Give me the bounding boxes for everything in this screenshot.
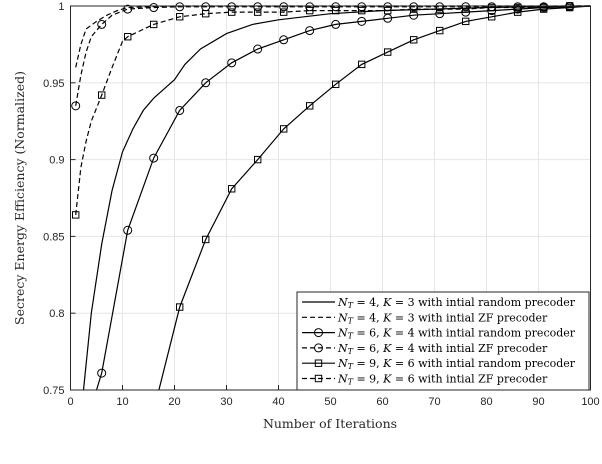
circle-marker: [123, 4, 133, 14]
circle-marker: [314, 328, 323, 338]
legend-item: NT = 4, K = 3 with intial ZF precoder: [302, 311, 548, 325]
square-marker: [280, 125, 288, 133]
series-line: [75, 5, 591, 68]
square-marker: [462, 17, 470, 26]
square-marker: [384, 48, 392, 56]
circle-marker: [123, 225, 133, 235]
square-marker: [202, 9, 210, 18]
circle-marker: [175, 2, 185, 12]
square-marker: [358, 60, 366, 69]
circle-marker: [97, 368, 107, 378]
y-tick-label: 0.85: [43, 231, 64, 243]
circle-marker: [253, 44, 263, 54]
square-marker: [72, 211, 80, 219]
circle-marker: [461, 2, 471, 12]
circle-marker: [513, 4, 523, 14]
data-series: [71, 2, 591, 390]
legend-label: NT = 6, K = 4 with intial ZF precoder: [337, 342, 548, 356]
x-axis-label: Number of Iterations: [263, 416, 397, 431]
circle-marker: [357, 16, 367, 26]
x-tick-label: 0: [67, 396, 73, 408]
circle-marker: [253, 2, 263, 12]
square-marker: [150, 20, 158, 29]
circle-marker: [227, 58, 237, 68]
x-tick-label: 50: [324, 396, 336, 408]
legend-label: NT = 9, K = 6 with intial ZF precoder: [337, 373, 548, 387]
square-marker: [124, 33, 132, 41]
square-marker: [254, 8, 262, 16]
square-marker: [488, 3, 496, 12]
circle-marker: [97, 19, 107, 29]
square-marker: [514, 3, 522, 12]
square-marker: [332, 6, 340, 15]
circle-marker: [227, 2, 237, 12]
legend-item: NT = 9, K = 6 with intial random precode…: [302, 357, 576, 371]
legend-item: NT = 4, K = 3 with intial random precode…: [302, 296, 576, 310]
x-tick-label: 80: [480, 396, 492, 408]
legend-label: NT = 9, K = 6 with intial random precode…: [337, 357, 576, 371]
circle-marker: [305, 26, 315, 36]
square-marker: [228, 8, 236, 16]
legend-label: NT = 6, K = 4 with intial random precode…: [337, 327, 576, 341]
square-marker: [176, 303, 184, 311]
circle-marker: [409, 2, 419, 12]
y-tick-label: 0.9: [49, 155, 64, 167]
square-marker: [410, 36, 418, 44]
square-marker: [176, 13, 184, 21]
x-tick-label: 30: [220, 396, 232, 408]
circle-marker: [201, 78, 211, 88]
circle-marker: [331, 19, 341, 29]
series-line: [71, 2, 591, 111]
square-marker: [280, 8, 288, 16]
axis-ticks: 0 10 20 30 40 50 60 70 80 90 100 0.75 0.8 0.85 0.9 0.95…: [43, 1, 600, 408]
circle-marker: [149, 153, 159, 163]
circle-marker: [435, 2, 445, 12]
circle-marker: [305, 2, 315, 12]
circle-marker: [71, 101, 81, 111]
x-tick-label: 10: [116, 396, 128, 408]
square-marker: [384, 6, 392, 15]
y-axis-label: Secrecy Energy Efficiency (Normalized): [12, 71, 27, 325]
circle-marker: [461, 7, 471, 17]
x-tick-label: 100: [581, 396, 599, 408]
series-line: [158, 3, 591, 390]
y-tick-label: 1: [58, 1, 64, 13]
square-marker: [436, 26, 444, 35]
square-marker: [514, 8, 522, 16]
legend-item: NT = 9, K = 6 with intial ZF precoder: [302, 373, 548, 387]
square-marker: [332, 80, 340, 89]
x-tick-label: 40: [272, 396, 284, 408]
square-marker: [314, 374, 323, 383]
x-tick-label: 60: [376, 396, 388, 408]
legend-item: NT = 6, K = 4 with intial ZF precoder: [302, 342, 548, 356]
x-tick-label: 20: [168, 396, 180, 408]
square-marker: [228, 185, 236, 193]
circle-marker: [149, 3, 159, 13]
y-tick-label: 0.8: [49, 308, 64, 320]
square-marker: [254, 155, 262, 164]
square-marker: [540, 3, 548, 12]
square-marker: [488, 13, 496, 21]
square-marker: [306, 6, 314, 15]
x-tick-label: 90: [532, 396, 544, 408]
y-tick-label: 0.75: [43, 385, 64, 397]
legend: NT = 4, K = 3 with intial random precode…: [296, 291, 590, 391]
circle-marker: [279, 35, 289, 45]
y-tick-label: 0.95: [43, 78, 64, 90]
legend-label: NT = 4, K = 3 with intial ZF precoder: [337, 311, 548, 325]
legend-box: [296, 291, 590, 391]
square-marker: [98, 91, 106, 99]
square-marker: [202, 235, 210, 244]
x-tick-label: 70: [428, 396, 440, 408]
square-marker: [306, 102, 314, 110]
square-marker: [314, 359, 323, 367]
circle-marker: [314, 343, 323, 353]
legend-item: NT = 6, K = 4 with intial random precode…: [302, 327, 576, 341]
square-marker: [358, 6, 366, 15]
legend-label: NT = 4, K = 3 with intial random precode…: [337, 296, 576, 310]
series-line: [72, 2, 591, 219]
circle-marker: [279, 2, 289, 12]
circle-marker: [175, 105, 185, 115]
